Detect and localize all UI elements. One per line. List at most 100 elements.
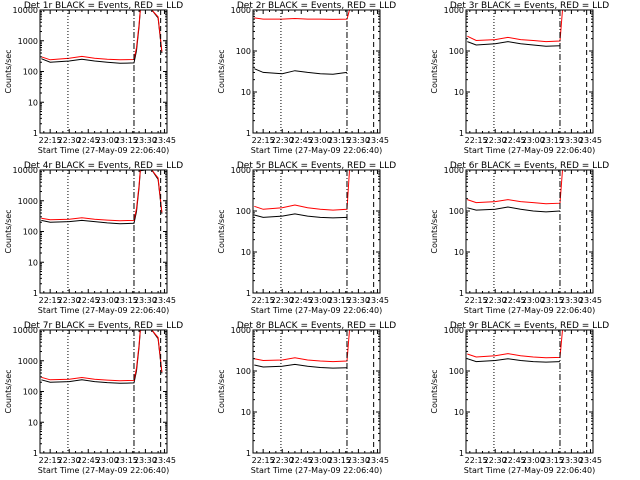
y-tick-label: 10 [241,248,251,257]
lld-series-line [41,330,163,382]
y-axis-title: Counts/sec [217,49,226,93]
y-tick-label: 1 [246,289,251,298]
x-tick-label: 22:15 [39,136,62,145]
y-axis-title: Counts/sec [4,369,13,413]
x-tick-label: 23:00 [522,296,545,305]
y-axis-title: Counts/sec [4,49,13,93]
events-series-line [254,363,348,369]
panel-title: Det 2r BLACK = Events, RED = LLD [237,1,396,11]
x-tick-label: 22:45 [503,456,526,465]
lld-series-line [254,170,375,211]
y-tick-label: 1000 [444,6,464,15]
x-tick-label: 23:45 [153,136,176,145]
x-tick-label: 23:00 [309,136,332,145]
lld-series-line [41,10,163,61]
x-tick-label: 23:15 [115,136,138,145]
x-tick-label: 22:45 [290,456,313,465]
y-tick-label: 10 [28,418,38,427]
y-tick-label: 1 [246,449,251,458]
panel-title: Det 3r BLACK = Events, RED = LLD [450,1,609,11]
lld-series-line [467,330,588,359]
detector-panel-9: Det 9r BLACK = Events, RED = LLD22:1522:… [430,321,609,475]
y-axis-title: Counts/sec [430,369,439,413]
x-tick-label: 23:45 [579,136,602,145]
detector-panel-7: Det 7r BLACK = Events, RED = LLD22:1522:… [4,321,183,475]
x-tick-label: 23:45 [153,456,176,465]
panel-title: Det 1r BLACK = Events, RED = LLD [24,1,183,11]
y-tick-label: 10 [454,408,464,417]
x-axis-title: Start Time (27-May-09 22:06:40) [38,146,169,155]
y-tick-label: 100 [23,228,38,237]
y-axis-title: Counts/sec [4,209,13,253]
y-tick-label: 1000 [444,166,464,175]
detector-panel-5: Det 5r BLACK = Events, RED = LLD22:1522:… [217,161,396,315]
x-tick-label: 22:30 [58,136,81,145]
detector-panel-3: Det 3r BLACK = Events, RED = LLD22:1522:… [430,1,609,155]
y-tick-label: 1 [33,289,38,298]
detector-panel-6: Det 6r BLACK = Events, RED = LLD22:1522:… [430,161,609,315]
detector-panel-4: Det 4r BLACK = Events, RED = LLD 22:1522:… [4,161,183,315]
x-tick-label: 23:00 [522,136,545,145]
plot-frame [465,169,594,294]
y-tick-label: 1000 [231,326,251,335]
x-tick-label: 22:15 [465,456,488,465]
y-tick-label: 10000 [13,166,38,175]
x-tick-label: 22:30 [271,136,294,145]
detector-panel-8: Det 8r BLACK = Events, RED = LLD22:1522:… [217,321,396,475]
plot-frame [252,169,381,294]
x-tick-label: 22:30 [58,296,81,305]
y-tick-label: 1 [459,129,464,138]
x-tick-label: 23:45 [153,296,176,305]
y-tick-label: 100 [449,47,464,56]
y-tick-label: 1 [459,449,464,458]
lld-series-line [467,10,588,43]
x-tick-label: 23:30 [560,456,583,465]
x-tick-label: 23:00 [309,456,332,465]
y-tick-label: 1 [33,449,38,458]
y-tick-label: 100 [449,207,464,216]
x-tick-label: 22:30 [484,296,507,305]
x-tick-label: 23:15 [115,296,138,305]
x-tick-label: 22:45 [290,136,313,145]
x-tick-label: 22:45 [290,296,313,305]
x-tick-label: 22:45 [77,456,100,465]
plot-frame [465,9,594,134]
x-axis-title: Start Time (27-May-09 22:06:40) [38,466,169,475]
x-tick-label: 22:15 [39,296,62,305]
y-tick-label: 100 [236,367,251,376]
plot-frame [39,9,168,134]
x-tick-label: 23:45 [579,456,602,465]
x-axis-title: Start Time (27-May-09 22:06:40) [464,306,595,315]
lld-series-line [254,330,375,363]
y-tick-label: 1 [459,289,464,298]
events-series-line [41,330,163,384]
x-tick-label: 23:15 [328,136,351,145]
x-tick-label: 23:00 [522,456,545,465]
y-axis-title: Counts/sec [430,49,439,93]
y-tick-label: 100 [236,207,251,216]
y-tick-label: 1000 [18,37,38,46]
detector-panel-1: Det 1r BLACK = Events, RED = LLD 22:1522:… [4,1,183,155]
y-tick-label: 10 [28,98,38,107]
panel-title: Det 6r BLACK = Events, RED = LLD [450,161,609,171]
x-tick-label: 23:30 [134,456,157,465]
events-series-line [467,206,561,213]
x-tick-label: 22:15 [252,296,275,305]
x-axis-title: Start Time (27-May-09 22:06:40) [251,466,382,475]
y-tick-label: 1000 [231,166,251,175]
events-series-line [254,68,348,75]
y-axis-title: Counts/sec [430,209,439,253]
y-tick-label: 1 [33,129,38,138]
events-series-line [254,213,348,219]
panel-title: Det 4r BLACK = Events, RED = LLD [24,161,183,171]
y-tick-label: 10 [454,88,464,97]
y-tick-label: 10000 [13,326,38,335]
x-tick-label: 23:15 [328,296,351,305]
x-tick-label: 22:30 [271,296,294,305]
y-tick-label: 10 [454,248,464,257]
y-tick-label: 1000 [231,6,251,15]
events-series-line [41,170,163,225]
x-tick-label: 23:45 [366,456,389,465]
x-tick-label: 22:30 [484,136,507,145]
